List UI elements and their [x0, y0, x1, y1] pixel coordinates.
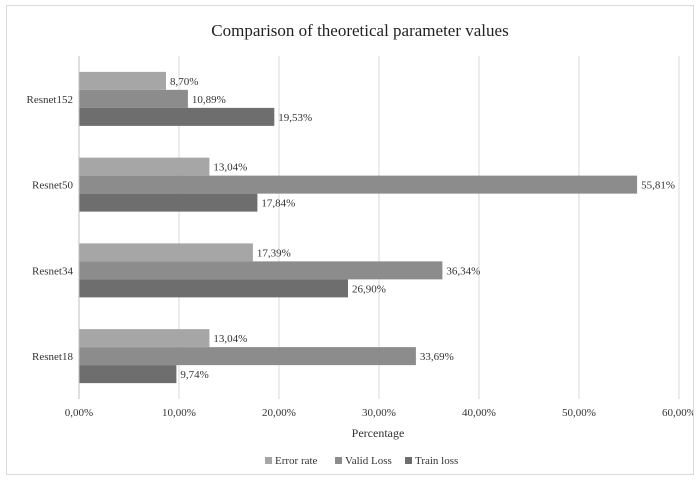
- legend-swatch: [335, 457, 342, 464]
- category-label: Resnet152: [27, 94, 73, 106]
- chart-title: Comparison of theoretical parameter valu…: [211, 21, 508, 40]
- data-label: 13,04%: [213, 162, 247, 174]
- data-label: 19,53%: [278, 112, 312, 124]
- x-tick-label: 40,00%: [462, 407, 496, 419]
- legend-label: Train loss: [415, 455, 458, 467]
- axes: 0,00% 10,00% 20,00% 30,00% 40,00% 50,00% 60,00…: [27, 56, 696, 419]
- x-tick-label: 60,00%: [662, 407, 693, 419]
- bar: [79, 243, 253, 262]
- legend-swatch: [265, 457, 272, 464]
- x-tick-label: 10,00%: [162, 407, 196, 419]
- bar-chart: Comparison of theoretical parameter valu…: [27, 21, 696, 467]
- bar: [79, 71, 166, 90]
- x-tick-label: 0,00%: [65, 407, 93, 419]
- data-label: 26,90%: [352, 283, 386, 295]
- bar: [79, 89, 188, 108]
- data-label: 9,74%: [180, 369, 208, 381]
- x-tick-label: 30,00%: [362, 407, 396, 419]
- bar: [79, 279, 348, 298]
- data-label: 36,34%: [446, 265, 480, 277]
- category-label: Resnet34: [32, 265, 73, 277]
- x-tick-label: 20,00%: [262, 407, 296, 419]
- bar: [79, 365, 177, 384]
- category-label: Resnet50: [32, 180, 73, 192]
- x-axis-title: Percentage: [352, 426, 405, 440]
- data-label: 13,04%: [213, 333, 247, 345]
- legend-swatch: [405, 457, 412, 464]
- bars: [79, 71, 638, 384]
- legend-label: Error rate: [275, 455, 318, 467]
- data-label: 8,70%: [170, 76, 198, 88]
- data-label: 17,84%: [261, 198, 295, 210]
- bar: [79, 193, 258, 212]
- data-label: 10,89%: [192, 94, 226, 106]
- chart-frame: Comparison of theoretical parameter valu…: [6, 5, 696, 475]
- bar: [79, 329, 210, 348]
- data-labels: 8,70% 10,89% 19,53% 13,04% 55,81% 17,84% 17,39…: [170, 76, 675, 381]
- bar: [79, 175, 638, 194]
- legend: Error rate Valid Loss Train loss: [265, 455, 458, 467]
- bar: [79, 107, 275, 126]
- category-label: Resnet18: [32, 351, 73, 363]
- x-tick-label: 50,00%: [562, 407, 596, 419]
- bar: [79, 261, 443, 280]
- data-label: 17,39%: [257, 247, 291, 259]
- bar: [79, 157, 210, 176]
- bar: [79, 347, 416, 366]
- data-label: 33,69%: [420, 351, 454, 363]
- data-label: 55,81%: [641, 180, 675, 192]
- legend-label: Valid Loss: [345, 455, 392, 467]
